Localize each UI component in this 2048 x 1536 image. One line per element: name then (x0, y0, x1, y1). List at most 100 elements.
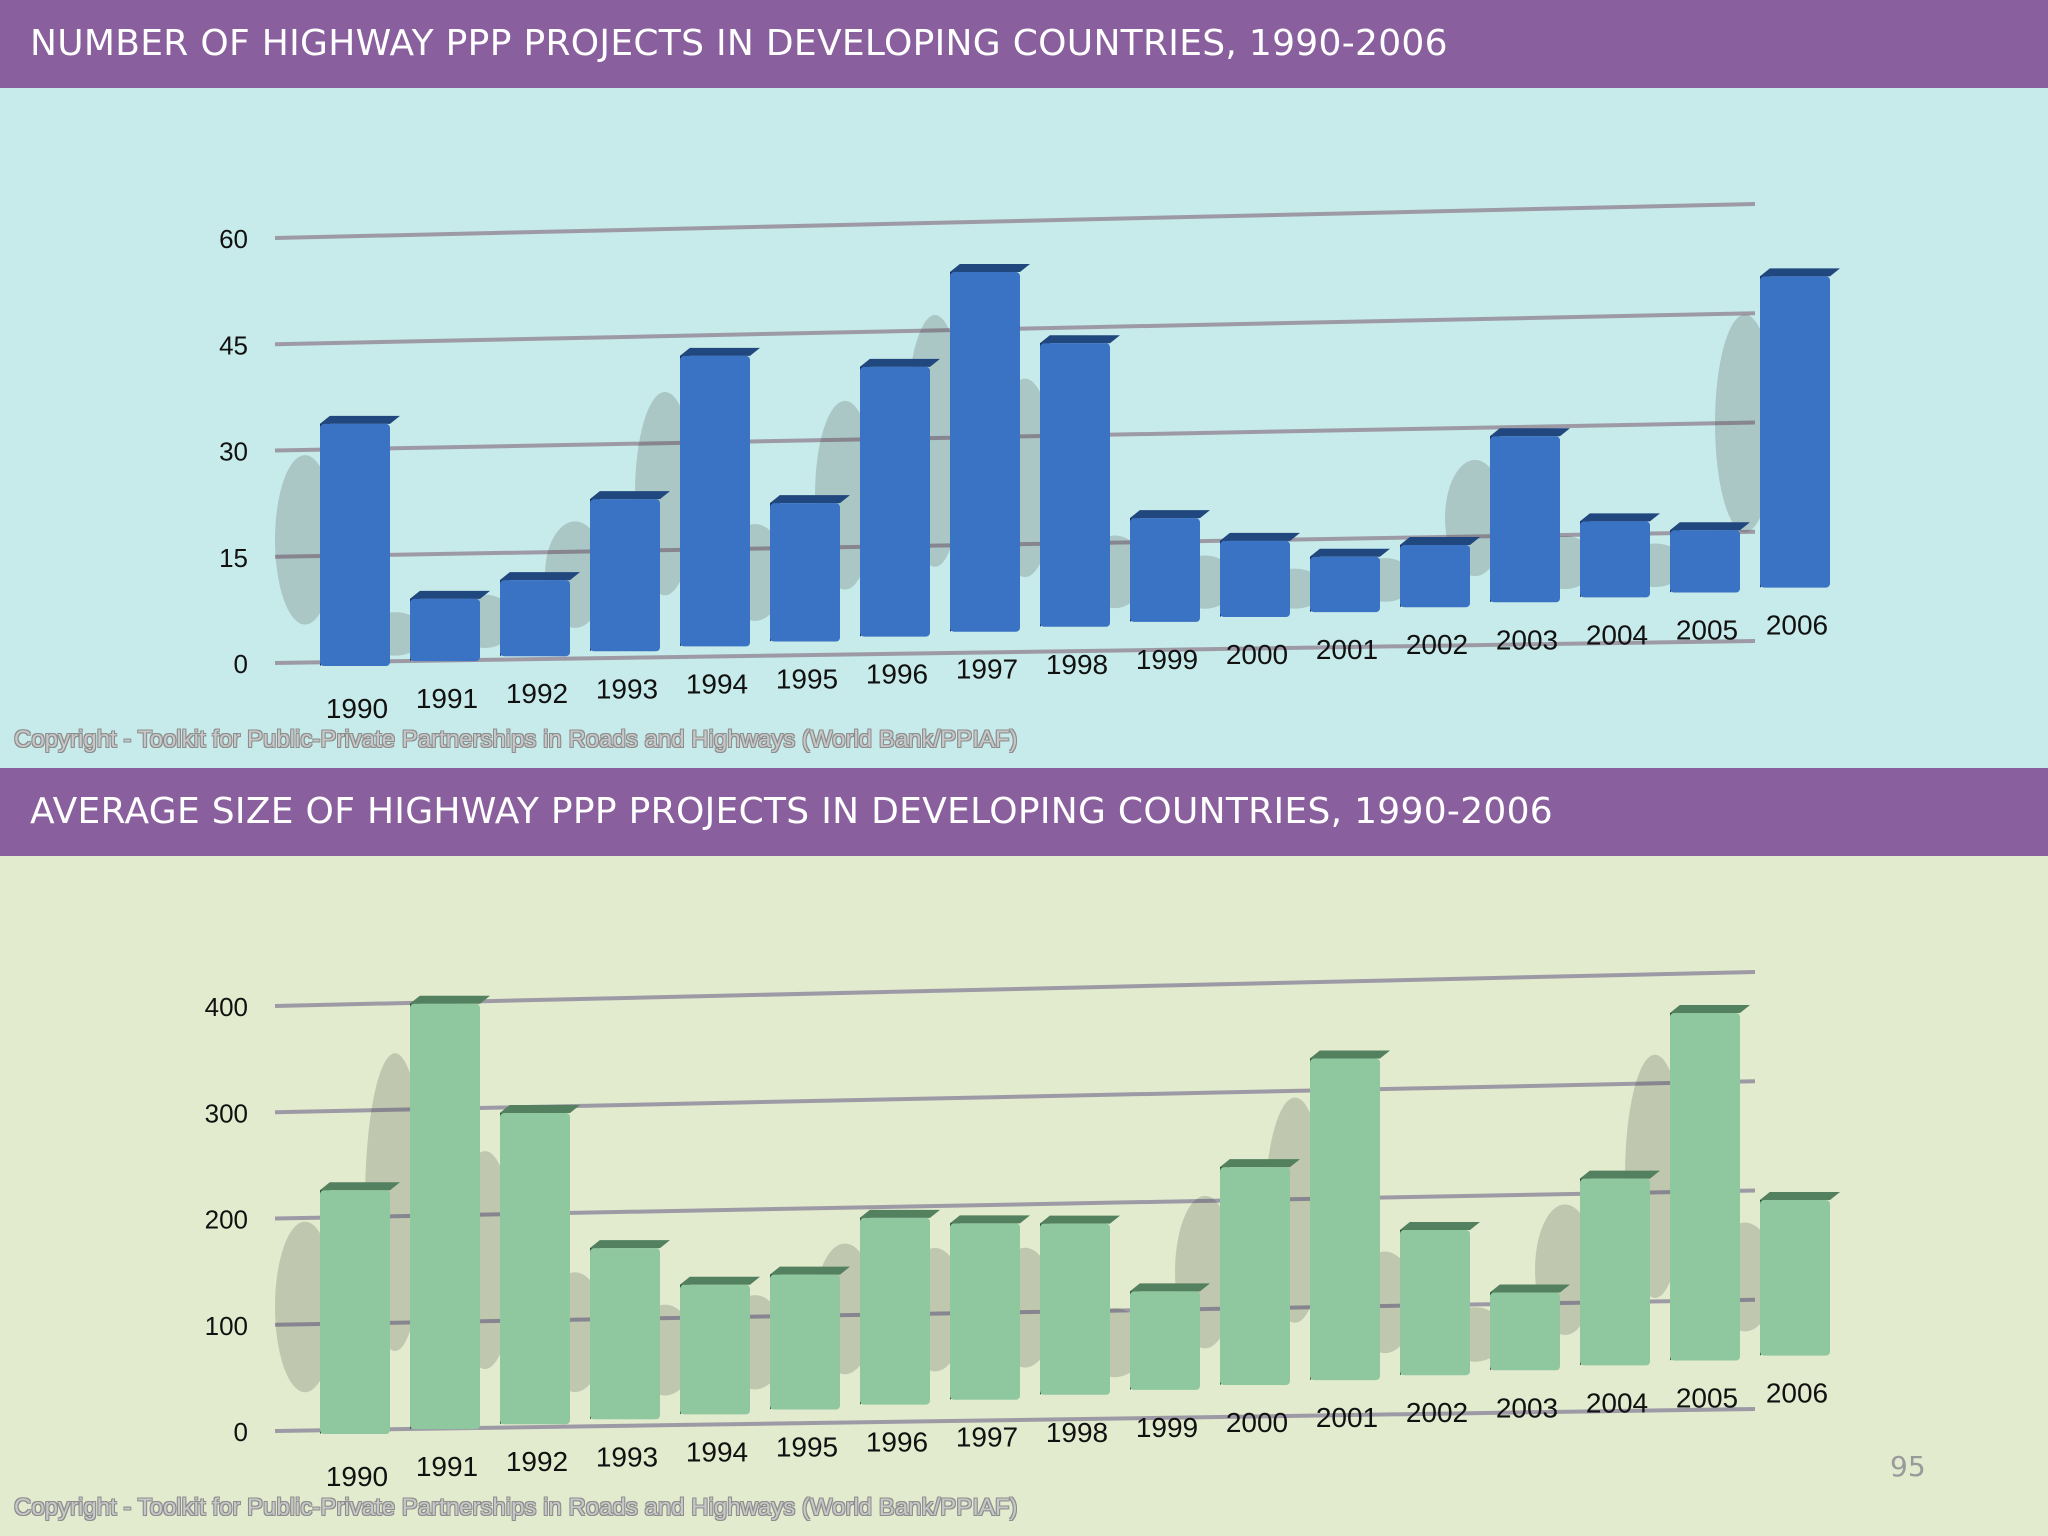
chart2-xtick-label: 1997 (956, 1422, 1018, 1453)
chart2-ytick-label: 100 (205, 1311, 248, 1341)
chart1-copyright: Copyright - Toolkit for Public-Private P… (14, 726, 1018, 753)
chart2-ytick-label: 0 (234, 1417, 248, 1447)
chart2-xtick-label: 1993 (596, 1441, 658, 1472)
chart1-xtick-label: 1998 (1046, 649, 1108, 680)
chart2-xtick-label: 1996 (866, 1427, 928, 1458)
chart1-bar-top (500, 572, 580, 581)
chart2-bar-top (1310, 1050, 1390, 1059)
chart1-bar-top (1220, 532, 1300, 541)
chart1-bar-1998 (1040, 343, 1110, 627)
chart2-bar-top (950, 1215, 1030, 1224)
chart2-bar-1991 (410, 1003, 480, 1430)
chart2-gridline (274, 970, 1756, 1008)
chart1-bar-1997 (950, 272, 1020, 632)
chart1-bar-1992 (500, 580, 570, 657)
chart1-bar-1994 (680, 355, 750, 647)
chart2-gridline (274, 1079, 1756, 1115)
chart1-xtick-label: 2006 (1766, 610, 1828, 641)
chart2-bar-top (1490, 1284, 1570, 1293)
chart1-ytick-label: 45 (219, 330, 248, 360)
chart2-bar-top (1130, 1283, 1210, 1292)
chart2-bar-2006 (1760, 1199, 1830, 1356)
chart2-panel: 0 100 200 300 400 1990 1991 1992 1993 1994 1995 199… (0, 856, 2048, 1536)
chart1-bar-top (1040, 335, 1120, 344)
chart2-ytick-label: 200 (205, 1205, 248, 1235)
chart1-xtick-label: 2002 (1406, 629, 1468, 660)
chart1-xtick-label: 2001 (1316, 634, 1378, 665)
chart1-bar-1991 (410, 598, 480, 662)
chart1-bar-top (1130, 510, 1210, 519)
chart2-xtick-label: 2000 (1226, 1407, 1288, 1438)
chart2-bar-top (1760, 1191, 1840, 1200)
chart2-bar-2005 (1670, 1012, 1740, 1361)
chart1-panel: 0 15 30 45 60 1990 1991 1992 1993 1994 1995 1996 199… (0, 88, 2048, 768)
chart2-title: AVERAGE SIZE OF HIGHWAY PPP PROJECTS IN … (0, 768, 2048, 856)
chart2-bar-top (320, 1182, 400, 1191)
chart1-xtick-label: 1994 (686, 668, 748, 699)
chart1-plot: 0 15 30 45 60 1990 1991 1992 1993 1994 1995 1996 199… (219, 202, 1840, 724)
chart2-bar-top (680, 1276, 760, 1285)
chart1-bar-1996 (860, 366, 930, 637)
chart2-xtick-label: 2005 (1676, 1383, 1738, 1414)
chart2-bar-2000 (1220, 1167, 1290, 1385)
chart1-xtick-label: 1995 (776, 664, 838, 695)
chart1-gridline (274, 202, 1756, 240)
chart1-xtick-label: 2003 (1496, 624, 1558, 655)
chart1-xtick-label: 2005 (1676, 615, 1738, 646)
chart2-bar-1992 (500, 1112, 570, 1425)
chart1-bar-top (1400, 536, 1480, 545)
chart1-xtick-label: 1992 (506, 678, 568, 709)
chart1-xtick-label: 2000 (1226, 639, 1288, 670)
chart1-bar-top (1670, 522, 1750, 531)
chart2-bar-1998 (1040, 1223, 1110, 1395)
chart2-xtick-label: 2001 (1316, 1402, 1378, 1433)
chart2-xtick-label: 1992 (506, 1446, 568, 1477)
page-number: 95 (1890, 1450, 1926, 1483)
chart2-bar-1990 (320, 1190, 390, 1434)
chart1-bar-1995 (770, 503, 840, 642)
chart1-bar-top (770, 495, 850, 504)
chart1-bar-top (590, 491, 670, 500)
chart2-xtick-label: 1999 (1136, 1412, 1198, 1443)
chart2-bar-1997 (950, 1223, 1020, 1400)
chart1-ytick-label: 15 (219, 543, 248, 573)
chart2-ytick-label: 300 (205, 1098, 248, 1128)
chart1-bar-2003 (1490, 436, 1560, 603)
chart2-copyright: Copyright - Toolkit for Public-Private P… (14, 1494, 1018, 1521)
chart1-bar-top (860, 358, 940, 367)
chart2-bar-2004 (1580, 1178, 1650, 1366)
chart2-xtick-label: 1991 (416, 1451, 478, 1482)
chart1-bar-top (1490, 428, 1570, 437)
chart1-bar-2000 (1220, 540, 1290, 617)
chart2-xtick-label: 1995 (776, 1432, 838, 1463)
chart2-bar-2001 (1310, 1058, 1380, 1381)
chart1-bar-2005 (1670, 530, 1740, 593)
chart1-xtick-label: 1996 (866, 659, 928, 690)
chart2-bar-2003 (1490, 1292, 1560, 1371)
chart1-bar-top (950, 264, 1030, 273)
chart2-bar-top (500, 1104, 580, 1113)
chart1-title: NUMBER OF HIGHWAY PPP PROJECTS IN DEVELO… (0, 0, 2048, 88)
chart1-xtick-label: 1991 (416, 683, 478, 714)
chart2-xtick-label: 2002 (1406, 1397, 1468, 1428)
chart1-xtick-label: 2004 (1586, 619, 1648, 650)
chart1-xtick-label: 1997 (956, 654, 1018, 685)
chart2-bar-top (1670, 1004, 1750, 1013)
chart1-bar-2002 (1400, 544, 1470, 608)
chart2-bar-1999 (1130, 1291, 1200, 1390)
chart2-bar-top (590, 1240, 670, 1249)
chart1-gridline (274, 639, 1756, 665)
chart1-ytick-label: 30 (219, 437, 248, 467)
chart2-ytick-label: 400 (205, 992, 248, 1022)
chart1-ytick-label: 0 (234, 649, 248, 679)
chart1-xtick-label: 1999 (1136, 644, 1198, 675)
chart2-bar-top (770, 1266, 850, 1275)
chart2-bar-top (860, 1209, 940, 1218)
chart2-bar-1996 (860, 1217, 930, 1405)
chart2-bar-top (1400, 1221, 1480, 1230)
chart2-plot: 0 100 200 300 400 1990 1991 1992 1993 1994 1995 199… (205, 970, 1840, 1492)
chart1-xtick-label: 1993 (596, 673, 658, 704)
chart2-bar-1995 (770, 1274, 840, 1410)
chart2-xtick-label: 2006 (1766, 1378, 1828, 1409)
chart1-bar-2006 (1760, 276, 1830, 588)
